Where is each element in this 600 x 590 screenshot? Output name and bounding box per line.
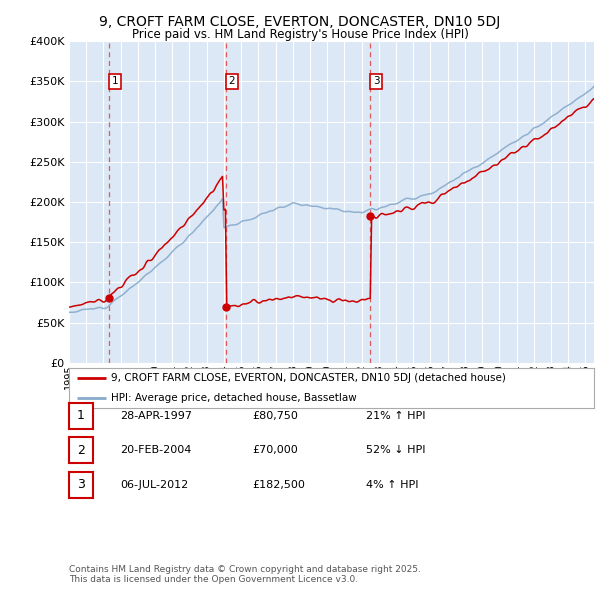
Text: 2: 2 [229,77,235,87]
Text: 28-APR-1997: 28-APR-1997 [120,411,192,421]
Text: 4% ↑ HPI: 4% ↑ HPI [366,480,419,490]
Text: HPI: Average price, detached house, Bassetlaw: HPI: Average price, detached house, Bass… [111,394,357,403]
Text: 9, CROFT FARM CLOSE, EVERTON, DONCASTER, DN10 5DJ: 9, CROFT FARM CLOSE, EVERTON, DONCASTER,… [100,15,500,30]
Text: Price paid vs. HM Land Registry's House Price Index (HPI): Price paid vs. HM Land Registry's House … [131,28,469,41]
Text: 1: 1 [112,77,118,87]
Text: 52% ↓ HPI: 52% ↓ HPI [366,445,425,455]
Text: 20-FEB-2004: 20-FEB-2004 [120,445,191,455]
Text: 2: 2 [77,444,85,457]
Text: 21% ↑ HPI: 21% ↑ HPI [366,411,425,421]
Text: 3: 3 [77,478,85,491]
Text: £182,500: £182,500 [252,480,305,490]
Text: 9, CROFT FARM CLOSE, EVERTON, DONCASTER, DN10 5DJ (detached house): 9, CROFT FARM CLOSE, EVERTON, DONCASTER,… [111,373,506,383]
Text: £70,000: £70,000 [252,445,298,455]
Text: 1: 1 [77,409,85,422]
Text: 3: 3 [373,77,380,87]
Text: Contains HM Land Registry data © Crown copyright and database right 2025.
This d: Contains HM Land Registry data © Crown c… [69,565,421,584]
Text: £80,750: £80,750 [252,411,298,421]
Text: 06-JUL-2012: 06-JUL-2012 [120,480,188,490]
